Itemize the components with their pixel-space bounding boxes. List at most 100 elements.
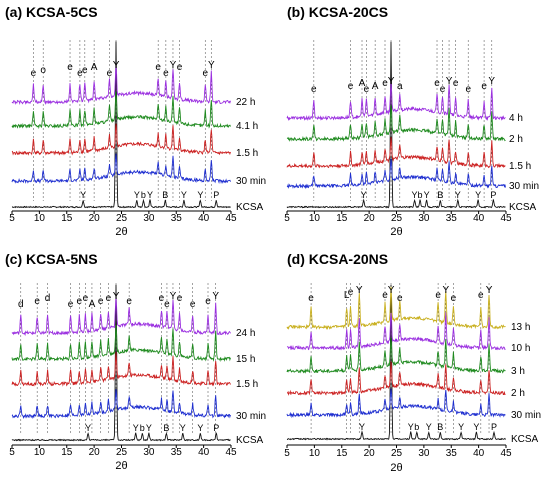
xrd-chart-b: 5 10 15 20 25 30 35 40 45 2θ KCSA 30 min 1.5 h 2 h 4 h… (284, 40, 539, 238)
trace-label: 4 h (509, 113, 523, 124)
kcsa-peak-label: Y (180, 423, 186, 433)
x-axis-label: 2θ (115, 226, 127, 238)
x-axis-label: 2θ (390, 462, 402, 474)
x-tick-label: 20 (89, 213, 101, 224)
xrd-trace (11, 41, 231, 209)
peak-label: e (163, 68, 169, 79)
x-tick-label: 45 (500, 213, 512, 224)
trace-label: 4.1 h (236, 121, 258, 132)
x-tick-label: 40 (198, 213, 210, 224)
peak-label: e (106, 293, 112, 304)
trace-label: KCSA (236, 435, 264, 446)
peak-label: e (31, 68, 37, 79)
kcsa-peak-label: Y (455, 190, 461, 200)
kcsa-peak-label: b (141, 190, 146, 200)
peak-label: e (451, 293, 457, 304)
panel-a: (a) KCSA-5CS 5 10 15 20 25 30 35 40 45 2θ KCSA 30 m… (0, 0, 275, 243)
peak-label: e (82, 65, 88, 76)
xrd-trace (286, 158, 506, 190)
peak-label: e (126, 296, 132, 307)
xrd-trace (286, 388, 506, 419)
peak-label: Y (170, 291, 177, 302)
x-tick-label: 10 (34, 447, 46, 458)
x-tick-label: 35 (171, 447, 183, 458)
peak-label: e (348, 81, 354, 92)
xrd-trace (11, 352, 231, 387)
xrd-trace (11, 153, 231, 185)
peak-label: e (177, 62, 183, 73)
x-tick-label: 5 (284, 448, 290, 459)
peak-label: e (481, 81, 487, 92)
kcsa-peak-label: B (437, 190, 443, 200)
x-axis-label: 2θ (115, 460, 127, 472)
trace-label: 1.5 h (236, 148, 258, 159)
x-tick-label: 15 (61, 447, 73, 458)
xrd-chart-c: 5 10 15 20 25 30 35 40 45 2θ KCSA 30 min 1.5 h 15 h 24… (9, 283, 266, 472)
kcsa-peak-label: Y (475, 190, 481, 200)
kcsa-peak-label: Y (197, 423, 203, 433)
xrd-trace (286, 82, 506, 121)
x-tick-label: 25 (116, 213, 128, 224)
peak-label: e (34, 296, 40, 307)
x-axis-label: 2θ (390, 226, 402, 238)
trace-label: 22 h (236, 97, 255, 108)
x-tick-label: 25 (391, 448, 403, 459)
peak-label: e (440, 84, 446, 95)
trace-label: 30 min (511, 410, 541, 421)
kcsa-peak-label: Y (408, 422, 414, 432)
x-tick-label: 15 (336, 448, 348, 459)
peak-label: e (453, 78, 459, 89)
xrd-trace (11, 297, 231, 337)
x-tick-label: 15 (336, 213, 348, 224)
kcsa-peak-label: P (490, 190, 496, 200)
peak-label: L (344, 290, 350, 301)
x-tick-label: 45 (500, 448, 512, 459)
peak-label: e (98, 296, 104, 307)
panel-c: (c) KCSA-5NS 5 10 15 20 25 30 35 40 45 2θ KCSA 30 m… (0, 243, 275, 486)
xrd-trace (286, 136, 506, 169)
kcsa-peak-label: Y (426, 422, 432, 432)
peak-label: e (478, 290, 484, 301)
peak-label: Y (446, 76, 453, 87)
kcsa-peak-label: B (163, 423, 169, 433)
xrd-trace (286, 104, 506, 142)
panel-d: (d) KCSA-20NS 5 10 15 20 25 30 35 40 45 2θ KCSA 30 … (275, 243, 550, 486)
peak-label: Y (170, 60, 177, 71)
trace-label: KCSA (511, 434, 539, 445)
peak-label: Y (388, 285, 395, 296)
panel-title: (d) KCSA-20NS (287, 251, 389, 267)
x-tick-label: 30 (418, 213, 430, 224)
xrd-trace (11, 325, 231, 362)
x-tick-label: 20 (364, 448, 376, 459)
peak-label: e (435, 290, 441, 301)
peak-label: d (45, 293, 51, 304)
peak-label: Y (113, 291, 120, 302)
peak-label: Y (442, 285, 449, 296)
kcsa-peak-label: Y (361, 190, 367, 200)
peak-label: Y (113, 60, 120, 71)
trace-label: 2 h (509, 134, 523, 145)
peak-label: e (190, 299, 196, 310)
x-tick-label: 30 (418, 448, 430, 459)
trace-label: 30 min (236, 176, 266, 187)
xrd-trace (286, 284, 506, 441)
peak-label: Y (388, 76, 395, 87)
kcsa-peak-label: P (491, 422, 497, 432)
peak-label: e (397, 293, 403, 304)
x-tick-label: 40 (198, 447, 210, 458)
xrd-chart-a: 5 10 15 20 25 30 35 40 45 2θ KCSA 30 min 1.5 h 4.1 h 2… (9, 40, 266, 238)
trace-label: 2 h (511, 388, 525, 399)
kcsa-peak-label: P (213, 423, 219, 433)
x-tick-label: 10 (34, 213, 46, 224)
peak-label: o (40, 65, 46, 76)
kcsa-peak-label: B (162, 190, 168, 200)
peak-label: e (382, 290, 388, 301)
kcsa-peak-label: Y (147, 190, 153, 200)
kcsa-peak-label: Y (424, 190, 430, 200)
peak-label: e (311, 84, 317, 95)
peak-label: e (67, 62, 73, 73)
panel-title: (b) KCSA-20CS (287, 4, 389, 20)
trace-label: 24 h (236, 328, 255, 339)
kcsa-peak-label: b (140, 423, 145, 433)
kcsa-peak-label: Y (412, 190, 418, 200)
